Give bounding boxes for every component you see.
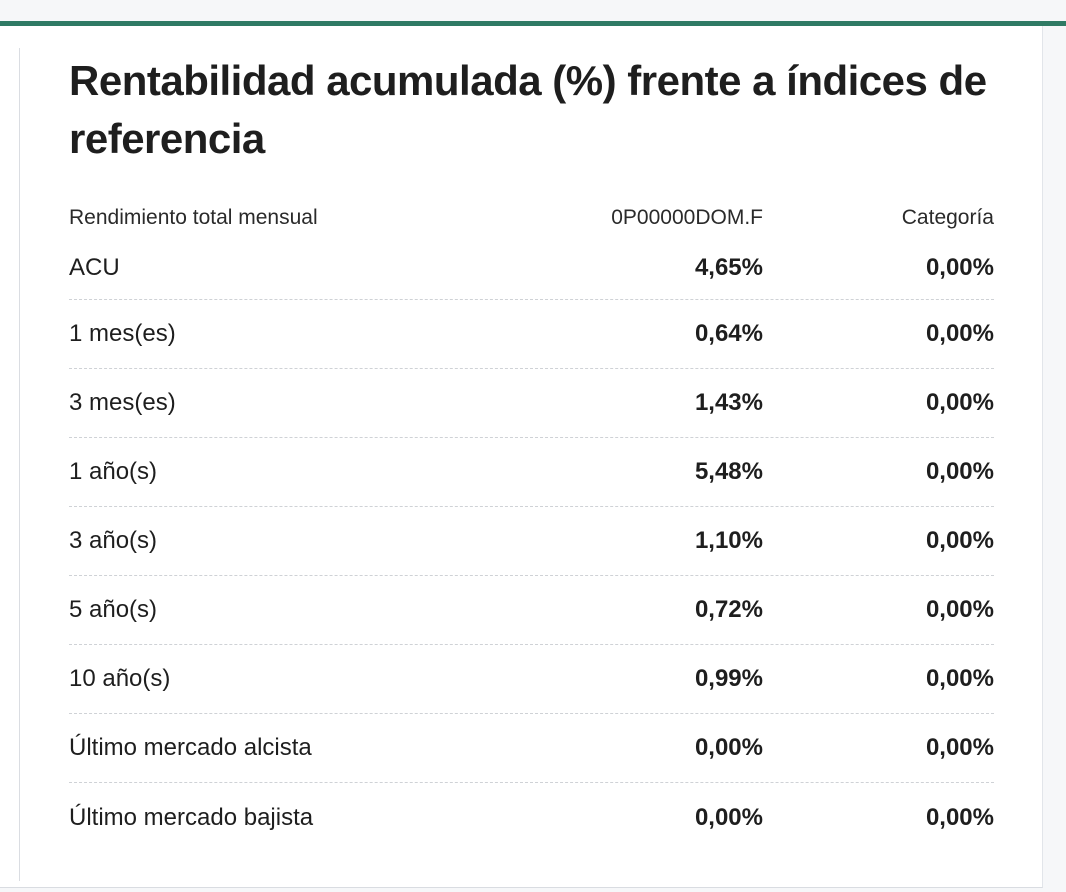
row-category-value: 0,00% <box>925 665 994 692</box>
row-fund-value: 1,10% <box>694 527 763 554</box>
row-category-value: 0,00% <box>925 803 994 831</box>
row-fund-value: 0,99% <box>694 665 763 692</box>
header-category: Categoría <box>901 206 994 229</box>
row-label: 3 año(s) <box>69 527 158 554</box>
table-row: 5 año(s) 0,72% 0,00% <box>69 576 994 645</box>
table-header: Rendimiento total mensual 0P00000DOM.F C… <box>69 194 994 242</box>
row-category-value: 0,00% <box>925 458 994 485</box>
table-row: 3 año(s) 1,10% 0,00% <box>69 507 994 576</box>
row-label: 1 año(s) <box>69 458 158 485</box>
left-divider <box>19 48 20 881</box>
table-row: Último mercado alcista 0,00% 0,00% <box>69 714 994 783</box>
table-row: ACU 4,65% 0,00% <box>69 242 994 300</box>
table-row: 10 año(s) 0,99% 0,00% <box>69 645 994 714</box>
row-category-value: 0,00% <box>925 734 994 761</box>
row-label: Último mercado alcista <box>69 734 312 761</box>
row-label: 10 año(s) <box>69 665 171 692</box>
table-row: Último mercado bajista 0,00% 0,00% <box>69 783 994 852</box>
table-row: 1 mes(es) 0,64% 0,00% <box>69 300 994 369</box>
row-fund-value: 0,72% <box>694 596 763 623</box>
header-fund: 0P00000DOM.F <box>611 206 763 229</box>
row-fund-value: 0,00% <box>694 803 763 831</box>
row-category-value: 0,00% <box>925 527 994 554</box>
row-category-value: 0,00% <box>925 596 994 623</box>
row-fund-value: 0,64% <box>694 320 763 347</box>
row-label: 5 año(s) <box>69 596 158 623</box>
table-row: 3 mes(es) 1,43% 0,00% <box>69 369 994 438</box>
row-fund-value: 5,48% <box>694 458 763 485</box>
row-fund-value: 1,43% <box>694 389 763 416</box>
accent-bar <box>0 21 1066 26</box>
header-period: Rendimiento total mensual <box>69 206 318 229</box>
row-fund-value: 0,00% <box>694 734 763 761</box>
row-category-value: 0,00% <box>925 254 994 282</box>
row-category-value: 0,00% <box>925 389 994 416</box>
returns-table: Rendimiento total mensual 0P00000DOM.F C… <box>69 194 994 852</box>
row-label: Último mercado bajista <box>69 803 314 831</box>
row-label: 1 mes(es) <box>69 320 176 347</box>
returns-card: Rentabilidad acumulada (%) frente a índi… <box>0 26 1043 888</box>
row-label: 3 mes(es) <box>69 389 176 416</box>
row-category-value: 0,00% <box>925 320 994 347</box>
card-title: Rentabilidad acumulada (%) frente a índi… <box>69 57 987 162</box>
row-label: ACU <box>69 254 120 282</box>
table-row: 1 año(s) 5,48% 0,00% <box>69 438 994 507</box>
row-fund-value: 4,65% <box>694 254 763 282</box>
